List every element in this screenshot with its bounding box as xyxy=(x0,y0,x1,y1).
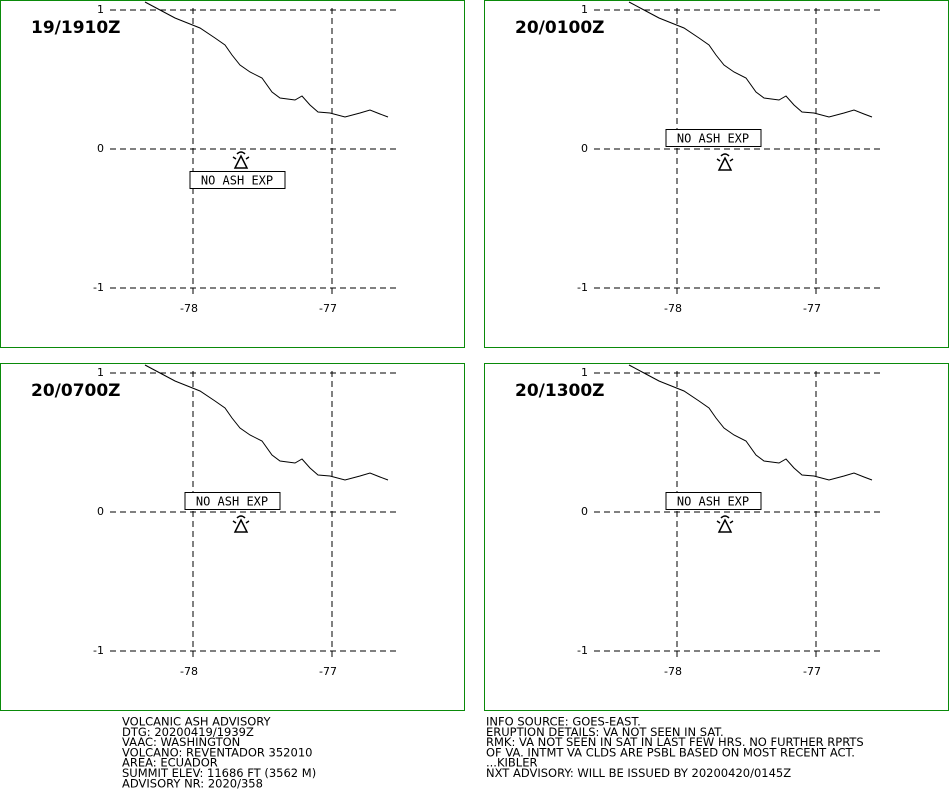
coastline xyxy=(628,1,873,118)
ash-label: NO ASH EXP xyxy=(196,495,268,509)
lon-label: -77 xyxy=(803,302,821,315)
panel-border xyxy=(0,363,465,711)
lat-label: 0 xyxy=(581,505,588,518)
lat-label: 1 xyxy=(581,3,588,16)
lon-label: -77 xyxy=(319,665,337,678)
ash-label: NO ASH EXP xyxy=(201,174,273,188)
panel-border xyxy=(0,0,465,348)
lat-label: -1 xyxy=(93,644,104,657)
advisory-line: VAAC: WASHINGTON xyxy=(122,735,240,749)
volcano-icon xyxy=(232,151,250,169)
lat-label: 0 xyxy=(97,142,104,155)
advisory-line: AREA: ECUADOR xyxy=(122,756,218,770)
label-box xyxy=(184,492,281,510)
advisory-line: OF VA. INTMT VA CLDS ARE PSBL BASED ON M… xyxy=(486,745,855,759)
lon-label: -78 xyxy=(664,665,682,678)
valid-time: 19/1910Z xyxy=(31,18,121,38)
advisory-line: DTG: 20200419/1939Z xyxy=(122,725,254,739)
lat-label: 1 xyxy=(97,3,104,16)
label-box xyxy=(665,129,762,147)
lon-label: -78 xyxy=(180,302,198,315)
label-box xyxy=(665,492,762,510)
map-panel: 1 0 -1 -78 -77 20/0700Z NO ASH EXP xyxy=(0,363,465,711)
ash-label: NO ASH EXP xyxy=(677,132,749,146)
map-panel: 1 0 -1 -78 -77 20/0100Z NO ASH EXP xyxy=(484,0,949,348)
advisory-line: ADVISORY NR: 2020/358 xyxy=(122,776,263,790)
advisory-line: ...KIBLER xyxy=(486,756,537,770)
advisory-line: VOLCANIC ASH ADVISORY xyxy=(122,715,272,729)
coastline xyxy=(144,364,389,481)
coastline xyxy=(628,364,873,481)
lat-label: 0 xyxy=(581,142,588,155)
advisory-line: INFO SOURCE: GOES-EAST. xyxy=(486,715,641,729)
advisory-line: RMK: VA NOT SEEN IN SAT IN LAST FEW HRS.… xyxy=(486,735,864,749)
lat-label: 1 xyxy=(581,366,588,379)
ash-label: NO ASH EXP xyxy=(677,495,749,509)
lat-label: 0 xyxy=(97,505,104,518)
lon-label: -78 xyxy=(664,302,682,315)
lon-label: -77 xyxy=(803,665,821,678)
advisory-line: ERUPTION DETAILS: VA NOT SEEN IN SAT. xyxy=(486,725,724,739)
lat-label: -1 xyxy=(93,281,104,294)
coastline xyxy=(144,1,389,118)
lat-label: -1 xyxy=(577,644,588,657)
valid-time: 20/0700Z xyxy=(31,381,121,401)
valid-time: 20/1300Z xyxy=(515,381,605,401)
advisory-line: NXT ADVISORY: WILL BE ISSUED BY 20200420… xyxy=(486,766,791,780)
volcano-icon xyxy=(232,515,250,533)
panel-border xyxy=(484,0,949,348)
lat-label: -1 xyxy=(577,281,588,294)
lon-label: -77 xyxy=(319,302,337,315)
panel-border xyxy=(484,363,949,711)
advisory-line: SUMMIT ELEV: 11686 FT (3562 M) xyxy=(122,766,316,780)
valid-time: 20/0100Z xyxy=(515,18,605,38)
lat-label: 1 xyxy=(97,366,104,379)
advisory-line: VOLCANO: REVENTADOR 352010 xyxy=(122,745,312,759)
label-box xyxy=(189,171,286,189)
map-panel: 1 0 -1 -78 -77 20/1300Z NO ASH EXP xyxy=(484,363,949,711)
volcano-icon xyxy=(716,515,734,533)
map-panel: 1 0 -1 -78 -77 19/1910Z NO ASH EXP xyxy=(0,0,465,348)
lon-label: -78 xyxy=(180,665,198,678)
volcano-icon xyxy=(716,153,734,171)
